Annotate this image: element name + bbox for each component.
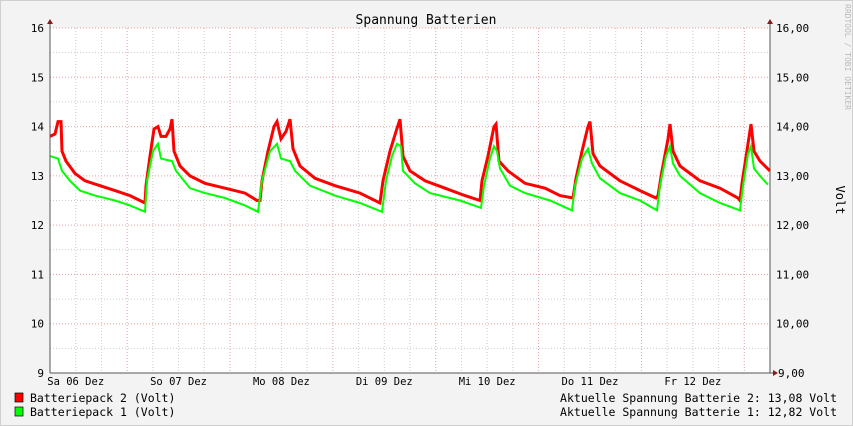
x-axis-arrow-icon <box>773 370 778 376</box>
y-tick-label-left: 10 <box>31 318 44 331</box>
current-voltage-battery-1: Aktuelle Spannung Batterie 1: 12,82 Volt <box>560 405 837 419</box>
y-tick-label-right: 10,00 <box>776 318 809 331</box>
y-tick-label-left: 13 <box>31 170 44 183</box>
y-tick-label-right: 9,00 <box>778 367 805 380</box>
legend-swatch-batteriepack-1 <box>14 406 24 417</box>
watermark: RRDTOOL / TOBI OETIKER <box>843 4 852 110</box>
y-tick-label-left: 11 <box>31 268 44 281</box>
axes <box>47 19 778 376</box>
legend: Batteriepack 2 (Volt) Batteriepack 1 (Vo… <box>14 391 837 419</box>
legend-item-batteriepack-2: Batteriepack 2 (Volt) <box>30 391 175 405</box>
x-tick-label: Mo 08 Dez <box>253 376 310 388</box>
chart-title: Spannung Batterien <box>356 13 497 28</box>
x-tick-label: Fr 12 Dez <box>664 376 721 388</box>
y-axis-label: Volt <box>833 186 847 215</box>
current-voltage-battery-2: Aktuelle Spannung Batterie 2: 13,08 Volt <box>560 391 837 405</box>
y-axis-arrow-icon <box>767 19 773 24</box>
series-line-batteriepack-1 <box>49 141 769 214</box>
y-tick-label-right: 12,00 <box>776 219 809 232</box>
y-tick-label-right: 14,00 <box>776 121 809 134</box>
x-tick-label: Di 09 Dez <box>356 376 413 388</box>
y-tick-label-right: 11,00 <box>776 268 809 281</box>
series-lines <box>49 117 772 214</box>
x-tick-label: Do 11 Dez <box>562 376 619 388</box>
tick-labels: 9 10 11 12 13 14 15 16 9,00 10,00 11,00 12,00 13,00 1… <box>31 22 809 388</box>
x-tick-label: Mi 10 Dez <box>459 376 516 388</box>
x-tick-label: So 07 Dez <box>150 376 207 388</box>
y-tick-label-left: 15 <box>31 71 44 84</box>
y-axis-arrow-icon <box>47 19 53 24</box>
y-tick-label-left: 12 <box>31 219 44 232</box>
y-tick-label-right: 13,00 <box>776 170 809 183</box>
y-tick-label-right: 15,00 <box>776 71 809 84</box>
y-tick-label-left: 9 <box>37 367 44 380</box>
x-tick-label: Sa 06 Dez <box>47 376 104 388</box>
y-tick-label-left: 14 <box>31 121 45 134</box>
legend-item-batteriepack-1: Batteriepack 1 (Volt) <box>30 405 175 419</box>
legend-swatch-batteriepack-2 <box>14 392 24 403</box>
y-tick-label-left: 16 <box>31 22 44 35</box>
y-tick-label-right: 16,00 <box>776 22 809 35</box>
